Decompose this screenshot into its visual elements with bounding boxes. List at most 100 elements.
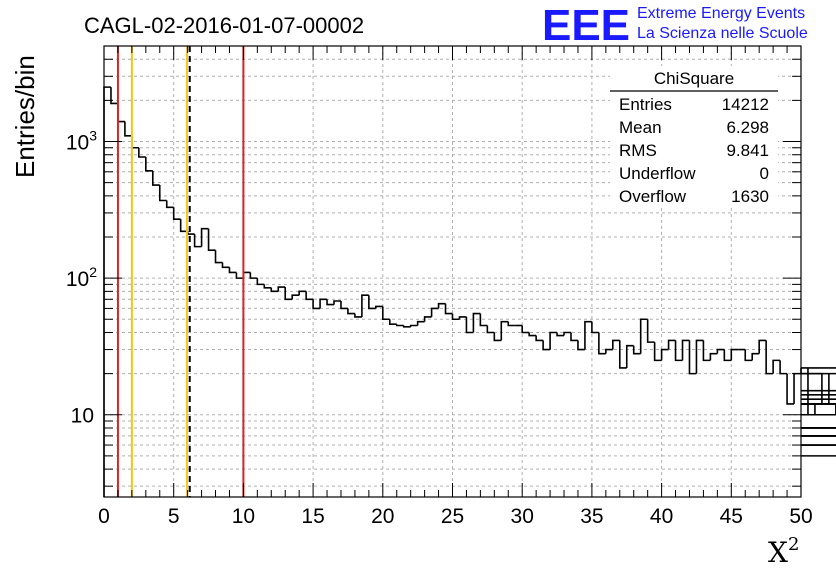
histogram-bin — [660, 348, 669, 361]
histogram-bin — [124, 121, 132, 137]
y-axis-label: Entries/bin — [10, 55, 40, 178]
histogram-bin — [361, 294, 369, 317]
histogram-bin — [333, 300, 341, 305]
histogram-bin — [801, 403, 836, 405]
histogram-bin — [801, 427, 836, 429]
histogram-bin — [165, 200, 174, 209]
histogram-bin — [465, 316, 474, 334]
x-tick-label: 30 — [511, 505, 534, 528]
histogram-bin — [249, 272, 258, 279]
stats-title: ChiSquare — [654, 69, 734, 88]
histogram-bin — [695, 339, 704, 374]
x-tick-label: 35 — [580, 505, 603, 528]
histogram-bin — [235, 272, 244, 279]
x-tick-label: 50 — [789, 505, 812, 528]
histogram-bin — [375, 305, 383, 309]
histogram-bin — [612, 339, 620, 350]
histogram-bin — [228, 267, 237, 274]
y-tick-label: 10 — [71, 405, 94, 428]
stats-box: ChiSquare Entries 14212 Mean 6.298 RMS 9.841 U… — [610, 66, 778, 206]
histogram-bin — [528, 332, 537, 337]
histogram-bin — [801, 413, 836, 416]
histogram-bin — [200, 227, 209, 247]
histogram-bin — [779, 360, 788, 375]
histogram-bin — [535, 335, 544, 342]
histogram-bin — [674, 340, 683, 362]
histogram-bin — [458, 316, 467, 320]
histogram-bin — [632, 345, 641, 355]
histogram-bin — [347, 308, 355, 315]
histogram-bin — [256, 278, 265, 286]
histogram-bin — [207, 228, 216, 252]
stats-value: 1630 — [731, 187, 769, 206]
histogram-bin — [801, 435, 836, 437]
histogram-bin — [801, 427, 836, 429]
x-tick-labels: 0 5 10 15 20 25 30 35 40 45 50 — [98, 505, 813, 528]
histogram-bin — [618, 340, 627, 369]
histogram-bin — [801, 435, 836, 437]
histogram-bin — [277, 286, 286, 292]
histogram-bin — [521, 325, 530, 334]
histogram-bin — [158, 185, 167, 202]
histogram-bin — [145, 157, 153, 172]
histogram-bin — [500, 320, 509, 341]
histogram-bin — [591, 321, 599, 334]
histogram-bin — [340, 301, 348, 310]
histogram-bin — [354, 313, 362, 318]
histogram-bin — [653, 342, 662, 362]
histogram-bin — [801, 389, 836, 392]
histogram-bin — [437, 302, 446, 309]
histogram-bin — [193, 234, 202, 248]
stats-value: 0 — [760, 164, 769, 183]
histogram-bin — [451, 313, 460, 321]
histogram-bin — [110, 87, 118, 105]
histogram-bin — [423, 316, 432, 322]
eee-logo: EEE Extreme Energy Events La Scienza nel… — [542, 1, 808, 50]
histogram-bin — [786, 373, 795, 405]
stats-box-bg — [610, 66, 778, 206]
logo-line-2: La Scienza nelle Scuole — [637, 25, 808, 42]
histogram-bin — [702, 340, 711, 362]
histogram-bin — [542, 340, 551, 351]
histogram-bin — [409, 324, 418, 327]
eee-logo-mark: EEE — [542, 1, 630, 50]
histogram-bin — [801, 393, 836, 396]
stats-label: RMS — [619, 141, 657, 160]
histogram-bin — [751, 352, 760, 361]
histogram-bin — [270, 287, 279, 293]
histogram-bin — [486, 325, 495, 334]
histogram-bin — [549, 331, 558, 350]
histogram-bin — [598, 332, 606, 355]
x-tick-label: 20 — [371, 505, 394, 528]
histogram-bin — [395, 324, 404, 327]
histogram-bin — [298, 290, 307, 296]
plot-frame — [103, 45, 802, 498]
histogram-bin — [179, 219, 188, 233]
histogram-bin — [577, 340, 585, 351]
histogram-bin — [430, 307, 439, 317]
stats-label: Overflow — [619, 187, 687, 206]
stats-value: 9.841 — [726, 141, 769, 160]
y-tick-label: 102 — [66, 264, 97, 291]
histogram-bin — [172, 207, 181, 220]
histogram-bin — [646, 319, 655, 343]
histogram-bin — [605, 348, 613, 354]
histogram-bin — [479, 313, 488, 327]
y-tick-labels: 10 102 103 — [66, 127, 97, 427]
x-tick-label: 25 — [441, 505, 464, 528]
histogram-bin — [388, 319, 397, 325]
histogram-bin — [793, 372, 801, 404]
x-tick-label: 0 — [98, 505, 110, 528]
histogram-bin — [151, 170, 160, 186]
stats-value: 6.298 — [726, 118, 769, 137]
histogram-bin — [402, 325, 411, 328]
histogram-bin — [186, 231, 195, 235]
reference-lines — [116, 46, 245, 497]
grid-lines — [104, 45, 801, 497]
histogram-bin — [723, 349, 732, 362]
histogram-bin — [688, 340, 697, 375]
axis-ticks — [103, 45, 802, 497]
histogram-bin — [263, 284, 272, 289]
histogram-bin — [416, 320, 425, 326]
